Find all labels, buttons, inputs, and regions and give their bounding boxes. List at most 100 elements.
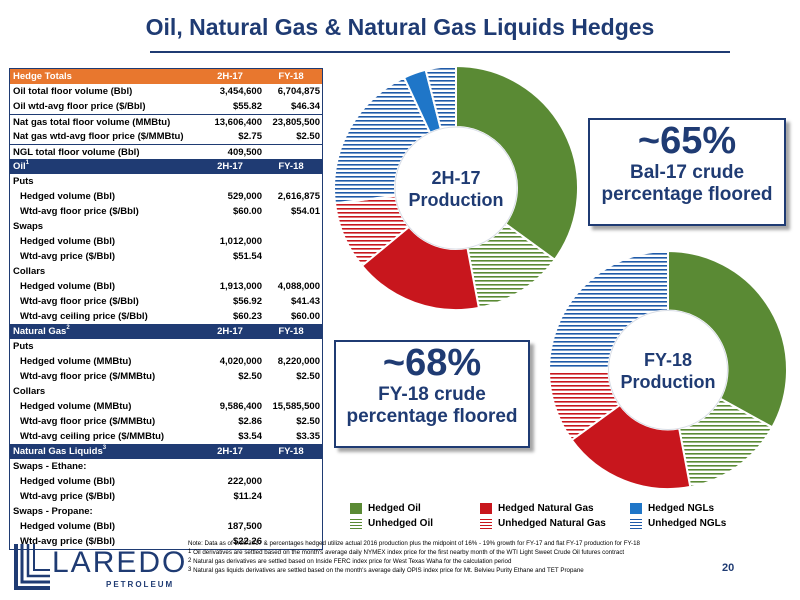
legend-label: Unhedged Oil: [368, 518, 433, 529]
ngl-header: Natural Gas Liquids3 2H-17 FY-18: [10, 444, 322, 459]
legend-item: Hedged NGLs: [630, 503, 714, 514]
table-row: Oil total floor volume (Bbl) 3,454,600 6,7…: [10, 84, 322, 99]
logo-wordmark: LAREDO: [52, 546, 188, 579]
logo-mark-icon: [14, 544, 50, 590]
row-label: Swaps: [13, 221, 44, 232]
table-row: Collars: [10, 384, 322, 399]
table-row: Hedged volume (Bbl) 187,500: [10, 519, 322, 534]
row-value-2h17: $11.24: [233, 491, 262, 502]
row-label: Nat gas total floor volume (MMBtu): [13, 116, 171, 128]
legend-label: Unhedged Natural Gas: [498, 518, 606, 529]
logo-subtitle: PETROLEUM: [106, 580, 175, 589]
table-row: Swaps - Propane:: [10, 504, 322, 519]
legend-swatch: [480, 518, 492, 529]
row-value-fy18: 4,088,000: [277, 281, 320, 292]
legend-swatch: [350, 518, 362, 529]
table-row: Swaps - Ethane:: [10, 459, 322, 474]
row-value-2h17: 4,020,000: [219, 356, 262, 367]
legend-swatch: [480, 503, 492, 514]
row-label: Wtd-avg ceiling price ($/Bbl): [20, 311, 148, 322]
row-value-2h17: 222,000: [227, 476, 262, 487]
pie-center-hole: [394, 126, 518, 250]
header-col1: 2H-17: [217, 161, 243, 172]
row-label: Swaps - Propane:: [13, 506, 93, 517]
header-col2: FY-18: [278, 161, 304, 172]
oil-header: Oil1 2H-17 FY-18: [10, 159, 322, 174]
callout-percentage: ~68%: [382, 342, 482, 384]
callout-line2: percentage floored: [601, 184, 773, 205]
row-value-2h17: 1,913,000: [219, 281, 262, 292]
row-value-2h17: $60.00: [232, 206, 262, 217]
row-label: Collars: [13, 386, 46, 397]
table-row: Hedged volume (Bbl) 1,913,000 4,088,000: [10, 279, 322, 294]
row-value-2h17: 529,000: [227, 191, 262, 202]
row-value-fy18: 8,220,000: [277, 356, 320, 367]
legend-label: Hedged Oil: [368, 503, 421, 514]
row-value-fy18: 15,585,500: [272, 401, 320, 412]
row-label: Swaps - Ethane:: [13, 461, 87, 472]
row-label: Nat gas wtd-avg floor price ($/MMBtu): [13, 131, 184, 142]
legend-item: Unhedged Natural Gas: [480, 518, 606, 529]
legend-item: Hedged Oil: [350, 503, 421, 514]
row-label: Hedged volume (MMBtu): [20, 401, 132, 412]
row-value-fy18: $60.00: [290, 311, 320, 322]
header-col1: 2H-17: [217, 326, 243, 337]
row-value-fy18: $2.50: [296, 416, 320, 427]
table-row: Wtd-avg price ($/Bbl) $22.26: [10, 534, 322, 549]
row-label: Wtd-avg floor price ($/Bbl): [20, 296, 139, 307]
page-title: Oil, Natural Gas & Natural Gas Liquids H…: [145, 14, 655, 40]
row-value-2h17: $2.75: [238, 131, 262, 142]
row-value-2h17: $60.23: [232, 311, 262, 322]
table-row: Hedged volume (MMBtu) 4,020,000 8,220,000: [10, 354, 322, 369]
pie-center-label: 2H-17: [431, 168, 480, 188]
legend-swatch: [630, 518, 642, 529]
table-row: Nat gas wtd-avg floor price ($/MMBtu) $2.…: [10, 129, 322, 144]
row-label: Wtd-avg price ($/Bbl): [20, 251, 116, 262]
footnote-2: 2 Natural gas derivatives are settled ba…: [188, 558, 512, 565]
table-row: Wtd-avg floor price ($/Bbl) $60.00 $54.01: [10, 204, 322, 219]
row-label: Hedged volume (Bbl): [20, 191, 116, 202]
title-divider: [150, 51, 730, 53]
header-label: Natural Gas2: [13, 325, 70, 337]
company-logo: LAREDO PETROLEUM: [10, 540, 185, 596]
table-row: Puts: [10, 174, 322, 189]
table-row: Hedged volume (Bbl) 529,000 2,616,875: [10, 189, 322, 204]
legend-swatch: [350, 503, 362, 514]
row-value-2h17: $3.54: [238, 431, 262, 442]
callout-2h17: ~65% Bal-17 crude percentage floored: [588, 118, 786, 226]
legend-swatch: [630, 503, 642, 514]
row-value-2h17: $55.82: [232, 101, 262, 112]
row-value-2h17: $22.26: [232, 536, 262, 547]
pie-center-label: Production: [621, 372, 716, 392]
header-col2: FY-18: [278, 71, 304, 82]
row-value-2h17: 3,454,600: [219, 86, 262, 97]
row-label: Hedged volume (Bbl): [20, 236, 116, 247]
table-row: Wtd-avg price ($/Bbl) $11.24: [10, 489, 322, 504]
header-col1: 2H-17: [217, 71, 243, 82]
table-row: Wtd-avg ceiling price ($/Bbl) $60.23 $60.0…: [10, 309, 322, 324]
natural-gas-header: Natural Gas2 2H-17 FY-18: [10, 324, 322, 339]
row-value-2h17: 187,500: [227, 521, 262, 532]
table-row: Oil wtd-avg floor price ($/Bbl) $55.82 $46…: [10, 99, 322, 114]
row-label: NGL total floor volume (Bbl): [13, 146, 140, 158]
table-row: Collars: [10, 264, 322, 279]
row-label: Wtd-avg price ($/Bbl): [20, 491, 116, 502]
row-value-fy18: 6,704,875: [277, 86, 320, 97]
row-label: Oil wtd-avg floor price ($/Bbl): [13, 101, 146, 112]
row-value-2h17: 1,012,000: [219, 236, 262, 247]
table-row: Wtd-avg floor price ($/Bbl) $56.92 $41.43: [10, 294, 322, 309]
table-row: NGL total floor volume (Bbl) 409,500: [10, 144, 322, 159]
callout-percentage: ~65%: [637, 120, 737, 162]
legend-item: Hedged Natural Gas: [480, 503, 594, 514]
row-label: Wtd-avg floor price ($/Bbl): [20, 206, 139, 217]
header-col2: FY-18: [278, 446, 304, 457]
row-label: Wtd-avg price ($/Bbl): [20, 536, 116, 547]
row-value-2h17: $2.50: [238, 371, 262, 382]
header-col2: FY-18: [278, 326, 304, 337]
row-label: Hedged volume (Bbl): [20, 476, 116, 487]
table-row: Wtd-avg ceiling price ($/MMBtu) $3.54 $3.3…: [10, 429, 322, 444]
row-label: Oil total floor volume (Bbl): [13, 86, 133, 97]
pie-center-label: Production: [409, 190, 504, 210]
footnote-3: 3 Natural gas liquids derivatives are se…: [188, 567, 584, 574]
